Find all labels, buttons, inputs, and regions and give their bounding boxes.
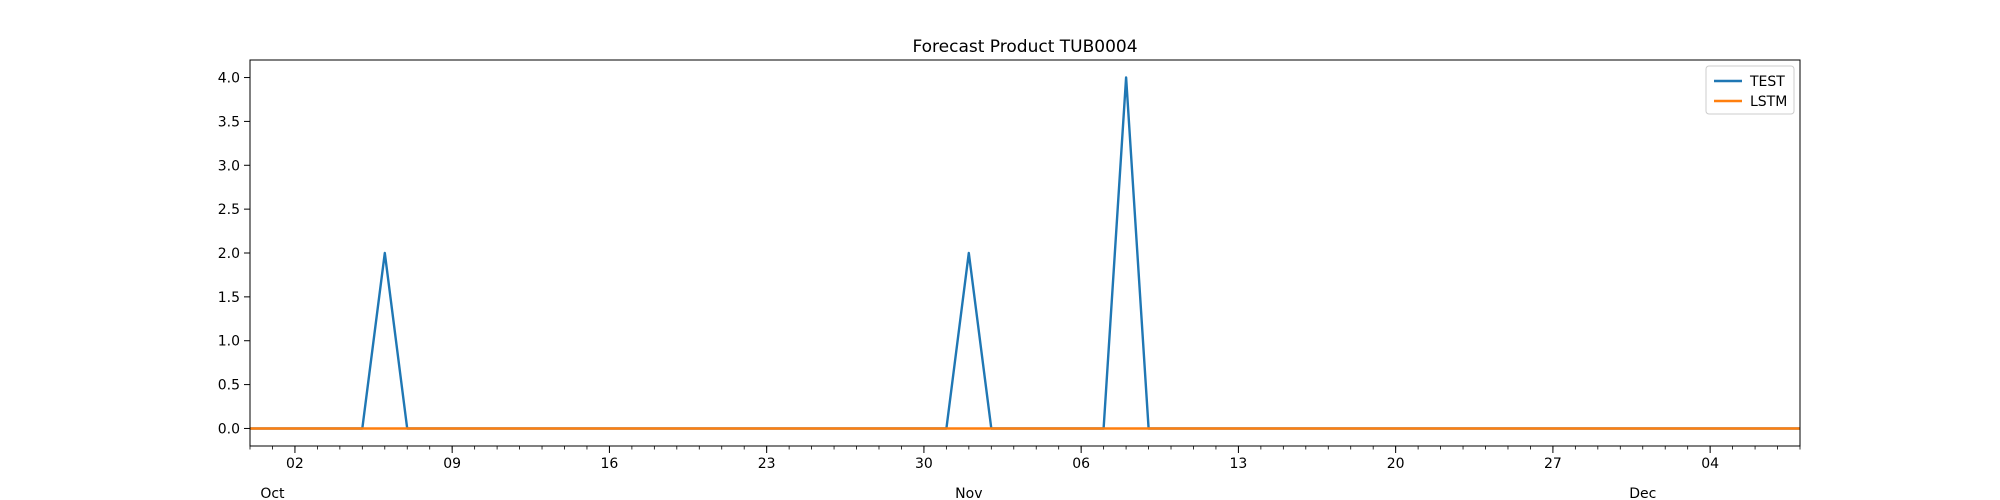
x-month-label: Dec bbox=[1629, 486, 1656, 500]
y-axis: 0.0 0.5 1.0 1.5 2.0 2.5 3.0 3.5 4.0 bbox=[218, 71, 250, 437]
plot-frame bbox=[249, 59, 1801, 447]
x-tick-label: 13 bbox=[1229, 456, 1247, 472]
legend-label-lstm: LSTM bbox=[1750, 94, 1787, 110]
y-tick-label: 1.0 bbox=[218, 334, 240, 350]
x-month-label: Oct bbox=[260, 486, 285, 500]
series-layer bbox=[250, 76, 1800, 430]
x-tick-label: 16 bbox=[601, 456, 619, 472]
x-tick-label: 02 bbox=[286, 456, 304, 472]
y-tick-label: 0.0 bbox=[218, 421, 240, 437]
x-month-label: Nov bbox=[955, 486, 982, 500]
y-tick-label: 0.5 bbox=[218, 378, 240, 394]
legend: TEST LSTM bbox=[1705, 65, 1795, 115]
chart-title: Forecast Product TUB0004 bbox=[912, 37, 1137, 57]
x-tick-label: 06 bbox=[1072, 456, 1090, 472]
x-tick-label: 20 bbox=[1387, 456, 1405, 472]
x-tick-label: 04 bbox=[1701, 456, 1719, 472]
x-tick-label: 27 bbox=[1544, 456, 1562, 472]
x-tick-label: 30 bbox=[915, 456, 933, 472]
x-tick-label: 23 bbox=[758, 456, 776, 472]
y-tick-label: 4.0 bbox=[218, 71, 240, 87]
x-axis: 02 09 16 23 30 06 13 20 27 04 Oct Nov Dec bbox=[249, 446, 1801, 500]
y-tick-label: 3.5 bbox=[218, 114, 240, 130]
x-tick-label: 09 bbox=[443, 456, 461, 472]
y-tick-label: 2.5 bbox=[218, 202, 240, 218]
y-tick-label: 2.0 bbox=[218, 246, 240, 262]
legend-label-test: TEST bbox=[1749, 74, 1785, 90]
y-tick-label: 3.0 bbox=[218, 158, 240, 174]
series-line-test bbox=[250, 76, 1800, 430]
y-tick-label: 1.5 bbox=[218, 290, 240, 306]
